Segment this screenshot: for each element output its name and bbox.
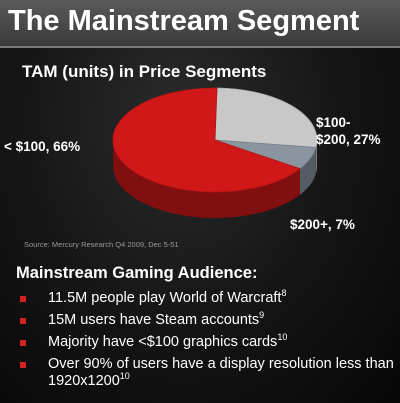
- bullet-square-icon: [20, 362, 26, 368]
- list-item-text: Over 90% of users have a display resolut…: [48, 356, 394, 389]
- audience-heading: Mainstream Gaming Audience:: [16, 264, 258, 282]
- footnote-ref: 8: [281, 288, 287, 299]
- pie-slice-100-200: [214, 87, 318, 148]
- audience-list: 11.5M people play World of Warcraft8 15M…: [18, 288, 398, 395]
- pie-slice-200-plus-side: [300, 147, 316, 195]
- list-item-text: 15M users have Steam accounts: [48, 312, 260, 328]
- pie-slice-100-200-side: [315, 140, 317, 174]
- slice-label-under-100: < $100, 66%: [4, 139, 81, 154]
- bullet-square-icon: [20, 318, 26, 324]
- list-item: Over 90% of users have a display resolut…: [18, 356, 398, 390]
- title-bar: The Mainstream Segment: [0, 0, 400, 48]
- pie-slice-under-100: [112, 87, 301, 193]
- list-item: 11.5M people play World of Warcraft8: [18, 288, 398, 307]
- chart-title: TAM (units) in Price Segments: [22, 62, 267, 81]
- list-item-text: 11.5M people play World of Warcraft: [48, 290, 282, 306]
- list-item: Majority have <$100 graphics cards10: [18, 332, 398, 351]
- bullet-square-icon: [20, 296, 26, 302]
- slice-label-200-plus: $200+, 7%: [290, 217, 355, 232]
- slice-label-100-200: $100- $200, 27%: [316, 114, 381, 148]
- slice-label-100-200-line1: $100-: [316, 115, 351, 130]
- list-item: 15M users have Steam accounts9: [18, 310, 398, 329]
- pie-slice-under-100-side: [113, 143, 300, 218]
- list-item-text: Majority have <$100 graphics cards: [48, 334, 278, 350]
- pie-chart: [112, 87, 318, 218]
- chart-source: Source: Mercury Research Q4 2009, Dec 5-…: [24, 240, 179, 249]
- slice-label-100-200-line2: $200, 27%: [316, 132, 381, 147]
- footnote-ref: 10: [119, 371, 130, 382]
- slide-title: The Mainstream Segment: [8, 5, 360, 37]
- bullet-square-icon: [20, 340, 26, 346]
- footnote-ref: 9: [259, 310, 265, 321]
- footnote-ref: 10: [277, 332, 288, 343]
